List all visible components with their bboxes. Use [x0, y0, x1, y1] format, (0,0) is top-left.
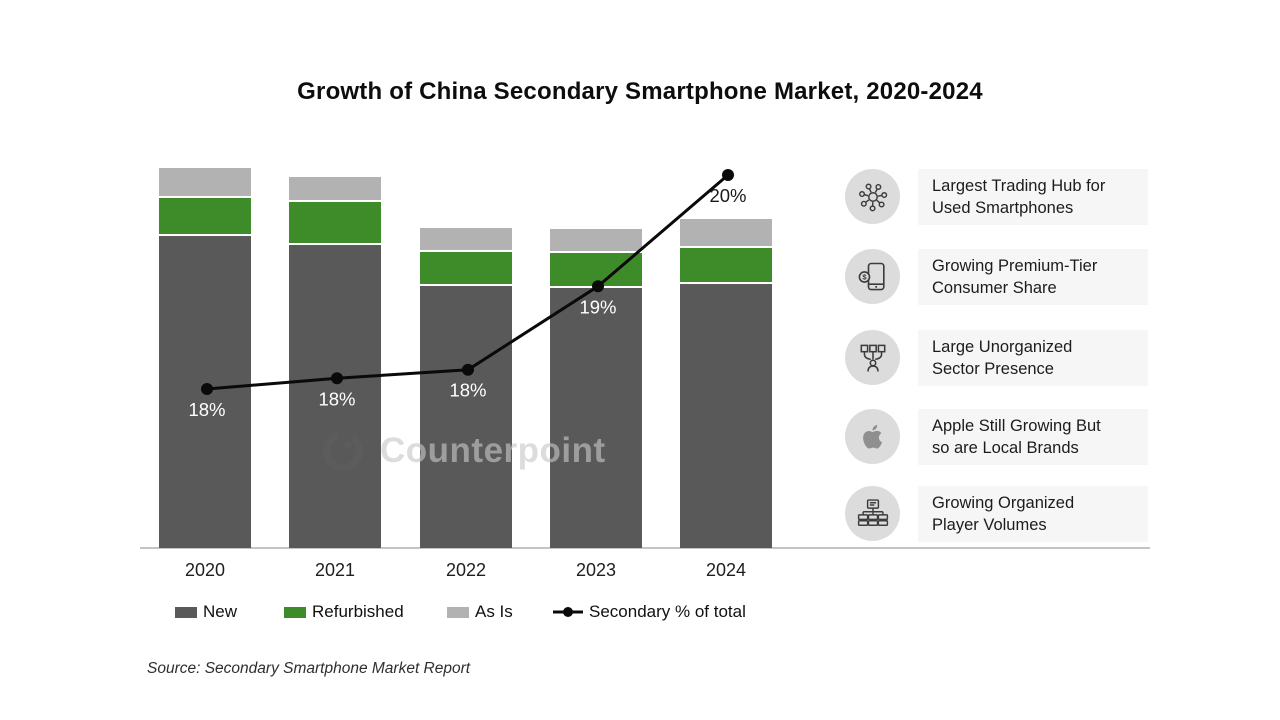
- line-point-marker: [722, 169, 734, 181]
- line-point-marker: [462, 363, 474, 376]
- legend-label: Secondary % of total: [589, 602, 746, 621]
- highlight-text-line: Growing Premium-Tier: [932, 257, 1098, 275]
- legend-swatch: [175, 606, 197, 618]
- bar-segment-as-is: [159, 168, 251, 198]
- network-hub-icon: [845, 169, 900, 224]
- highlight-text-line: so are Local Brands: [932, 439, 1079, 457]
- source-note: Source: Secondary Smartphone Market Repo…: [147, 660, 471, 677]
- legend: New Refurbished As Is Secondary % of total: [0, 602, 1280, 624]
- highlight-text-line: Sector Presence: [932, 360, 1054, 378]
- legend-swatch: [284, 606, 306, 618]
- bar-segment-new: [289, 245, 381, 548]
- highlight-row: $ Growing Premium-Tier Consumer Share: [845, 249, 1148, 305]
- legend-item-refurbished: Refurbished: [284, 602, 404, 622]
- highlight-text-line: Growing Organized: [932, 494, 1075, 512]
- highlight-text-box: Largest Trading Hub for Used Smartphones: [918, 169, 1148, 225]
- line-point-marker: [331, 372, 343, 385]
- smartphone-dollar-icon: $: [845, 249, 900, 304]
- legend-item-secondary-of-total: Secondary % of total: [553, 602, 746, 622]
- bar-segment-new: [420, 286, 512, 548]
- highlight-row: Apple Still Growing But so are Local Bran…: [845, 409, 1148, 465]
- bar-segment-refurbished: [289, 202, 381, 245]
- highlight-text-line: Used Smartphones: [932, 199, 1074, 217]
- line-point-marker: [201, 383, 213, 395]
- highlight-row: Large Unorganized Sector Presence: [845, 330, 1148, 386]
- x-axis-line: [140, 547, 1150, 549]
- line-point-label: 18%: [449, 380, 486, 401]
- line-point-label: 18%: [318, 388, 355, 409]
- legend-label: New: [203, 602, 238, 621]
- bar-segment-refurbished: [420, 252, 512, 286]
- x-axis-label: 2020: [184, 560, 226, 580]
- legend-label: As Is: [475, 602, 513, 621]
- bar-segment-as-is: [289, 177, 381, 202]
- counterpoint-logo-icon: [323, 431, 363, 471]
- highlight-text-box: Growing Organized Player Volumes: [918, 486, 1148, 542]
- bar-segment-refurbished: [159, 198, 251, 236]
- bar-segment-new: [680, 284, 772, 548]
- legend-swatch: [447, 606, 469, 618]
- x-axis-label: 2023: [575, 560, 617, 580]
- watermark-text: Counterpoint: [380, 431, 606, 470]
- bar-segment-refurbished: [680, 248, 772, 284]
- bar-segment-new: [550, 288, 642, 548]
- watermark: Counterpoint: [320, 428, 606, 474]
- page-title: Growth of China Secondary Smartphone Mar…: [297, 78, 983, 105]
- highlight-text-line: Largest Trading Hub for: [932, 177, 1106, 195]
- org-chart-icon: [845, 486, 900, 541]
- line-point-marker: [592, 280, 604, 293]
- unorganized-network-icon: [845, 330, 900, 385]
- line-point-label: 19%: [579, 296, 616, 317]
- legend-line-marker-icon: [553, 605, 583, 619]
- legend-item-new: New: [175, 602, 237, 622]
- highlight-text-box: Apple Still Growing But so are Local Bran…: [918, 409, 1148, 465]
- highlight-text-line: Player Volumes: [932, 516, 1047, 534]
- secondary-share-line: [206, 173, 729, 391]
- legend-label: Refurbished: [312, 602, 404, 621]
- apple-logo-icon: [845, 409, 900, 464]
- highlight-row: Largest Trading Hub for Used Smartphones: [845, 169, 1148, 225]
- highlight-text-line: Large Unorganized: [932, 338, 1073, 356]
- bar-segment-as-is: [680, 219, 772, 248]
- highlight-text-box: Growing Premium-Tier Consumer Share: [918, 249, 1148, 305]
- svg-text:$: $: [862, 272, 867, 281]
- x-axis-label: 2022: [445, 560, 487, 580]
- x-axis-label: 2024: [705, 560, 747, 580]
- bar-segment-as-is: [550, 229, 642, 253]
- line-point-label: 20%: [709, 185, 746, 206]
- legend-item-as-is: As Is: [447, 602, 513, 622]
- highlight-text-box: Large Unorganized Sector Presence: [918, 330, 1148, 386]
- highlight-row: Growing Organized Player Volumes: [845, 486, 1148, 542]
- bar-segment-as-is: [420, 228, 512, 252]
- x-axis-label: 2021: [314, 560, 356, 580]
- line-point-label: 18%: [188, 399, 225, 420]
- highlight-text-line: Apple Still Growing But: [932, 417, 1101, 435]
- highlight-text-line: Consumer Share: [932, 279, 1057, 297]
